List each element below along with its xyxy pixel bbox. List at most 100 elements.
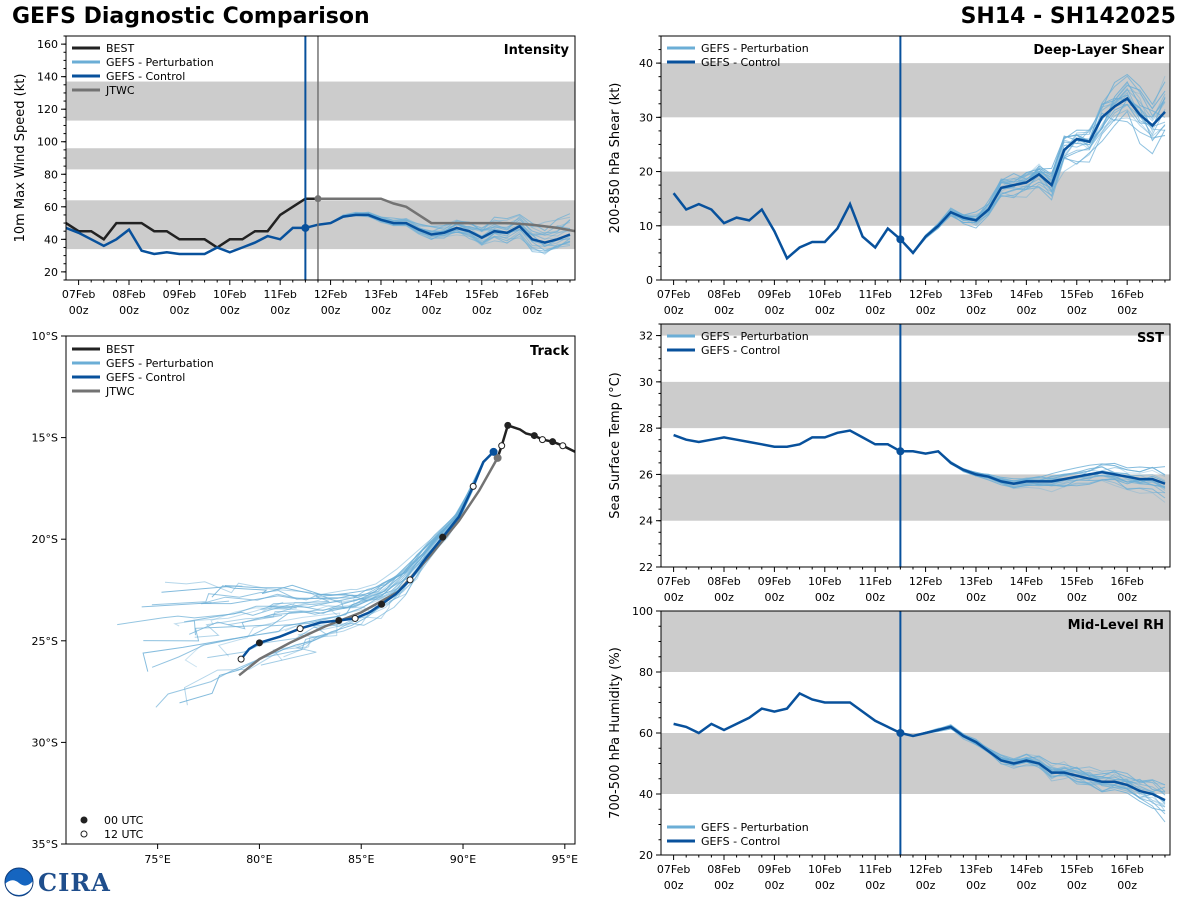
y-tick-label: 20	[44, 266, 58, 279]
x-tick-label: 08Feb	[707, 575, 740, 588]
y-tick-label: 30	[639, 111, 653, 124]
x-tick-label: 14Feb	[1010, 575, 1043, 588]
marker-legend-label: 00 UTC	[104, 814, 144, 827]
perturbation-line	[900, 119, 1166, 255]
x-tick-sublabel: 00z	[371, 304, 391, 317]
marker-legend-12	[80, 830, 88, 838]
y-tick-label: 28	[639, 422, 653, 435]
x-tick-sublabel: 00z	[765, 879, 785, 892]
x-tick-label: 14Feb	[1010, 288, 1043, 301]
plot-area	[661, 611, 1170, 823]
y-tick-label: 160	[37, 38, 58, 51]
panel-title: Deep-Layer Shear	[1033, 43, 1164, 58]
marker-legend-label: 12 UTC	[104, 828, 144, 841]
y-axis-label: 10m Max Wind Speed (kt)	[13, 74, 28, 243]
best-marker-00utc	[549, 438, 557, 446]
x-tick-label: 16Feb	[1110, 288, 1143, 301]
legend-label: GEFS - Perturbation	[106, 357, 214, 370]
control-line	[672, 96, 1166, 261]
y-tick-label: 24	[639, 515, 653, 528]
control-marker-00utc	[335, 616, 343, 624]
perturbation-line	[305, 212, 571, 233]
x-tick-sublabel: 00z	[1016, 591, 1036, 604]
perturbation-track	[272, 451, 494, 661]
best-marker-00utc	[504, 421, 512, 429]
perturbation-track	[184, 451, 494, 668]
x-tick-label: 11Feb	[858, 863, 891, 876]
figure-title: GEFS Diagnostic Comparison	[12, 4, 370, 29]
x-tick-label: 80°E	[246, 853, 272, 866]
x-tick-sublabel: 00z	[865, 304, 885, 317]
panel-rh: 20 40 60 80 100 07Feb 00z 08Feb 00z 09Feb 00z 10Feb…	[608, 605, 1171, 892]
best-marker-12utc	[559, 442, 567, 450]
x-tick-label: 15Feb	[1060, 575, 1093, 588]
legend-label: GEFS - Perturbation	[701, 42, 809, 55]
y-tick-label: 20°S	[32, 533, 58, 546]
perturbation-track	[161, 451, 494, 596]
x-tick-sublabel: 00z	[1117, 879, 1137, 892]
y-tick-label: 100	[632, 605, 653, 618]
y-tick-label: 35°S	[32, 838, 58, 851]
y-tick-label: 40	[639, 57, 653, 70]
x-tick-label: 08Feb	[707, 288, 740, 301]
x-tick-sublabel: 00z	[966, 879, 986, 892]
y-tick-label: 20	[639, 166, 653, 179]
control-marker-12utc	[351, 614, 359, 622]
legend-label: JTWC	[105, 84, 135, 97]
axes-frame	[65, 335, 576, 845]
x-tick-sublabel: 00z	[916, 591, 936, 604]
control-start-marker	[489, 447, 498, 456]
cira-logo: CIRA	[4, 866, 111, 898]
x-tick-sublabel: 00z	[522, 304, 542, 317]
legend-label: GEFS - Control	[701, 344, 780, 357]
legend-label: GEFS - Control	[106, 70, 185, 83]
y-tick-label: 140	[37, 71, 58, 84]
x-tick-sublabel: 00z	[664, 304, 684, 317]
x-tick-sublabel: 00z	[119, 304, 139, 317]
x-tick-label: 07Feb	[657, 575, 690, 588]
x-tick-label: 90°E	[450, 853, 476, 866]
threshold-band	[661, 381, 1170, 429]
legend-label: GEFS - Perturbation	[701, 330, 809, 343]
threshold-band	[66, 148, 575, 170]
threshold-band	[661, 171, 1170, 226]
x-tick-label: 13Feb	[959, 575, 992, 588]
storm-id: SH14 - SH142025	[960, 4, 1176, 29]
perturbation-track	[267, 451, 494, 609]
legend-label: BEST	[106, 42, 134, 55]
x-tick-sublabel: 00z	[321, 304, 341, 317]
x-tick-sublabel: 00z	[714, 879, 734, 892]
x-tick-sublabel: 00z	[916, 304, 936, 317]
x-tick-sublabel: 00z	[815, 591, 835, 604]
plot-area	[661, 63, 1170, 261]
threshold-band	[661, 324, 1170, 336]
best-marker-00utc	[530, 432, 538, 440]
best-track	[496, 423, 575, 459]
y-tick-label: 20	[639, 849, 653, 862]
x-tick-label: 07Feb	[62, 288, 95, 301]
x-tick-label: 11Feb	[263, 288, 296, 301]
x-tick-sublabel: 00z	[966, 304, 986, 317]
panel-sst: 22 24 26 28 30 32 07Feb 00z 08Feb 00z 09Feb 00z 10Fe…	[608, 323, 1171, 604]
y-tick-label: 80	[44, 168, 58, 181]
control-marker-12utc	[469, 482, 477, 490]
x-tick-sublabel: 00z	[220, 304, 240, 317]
y-tick-label: 0	[646, 274, 653, 287]
x-tick-sublabel: 00z	[714, 304, 734, 317]
y-tick-label: 10°S	[32, 330, 58, 343]
perturbation-track	[260, 451, 494, 666]
perturbation-track	[210, 451, 494, 626]
x-tick-sublabel: 00z	[1067, 879, 1087, 892]
perturbation-track	[200, 451, 494, 605]
x-tick-label: 14Feb	[415, 288, 448, 301]
x-tick-label: 09Feb	[758, 863, 791, 876]
control-marker-00utc	[439, 533, 447, 541]
y-tick-label: 32	[639, 330, 653, 343]
perturbation-track	[207, 451, 494, 659]
x-tick-label: 15Feb	[1060, 288, 1093, 301]
x-tick-sublabel: 00z	[714, 591, 734, 604]
x-tick-label: 95°E	[552, 853, 578, 866]
y-tick-label: 80	[639, 666, 653, 679]
x-tick-sublabel: 00z	[69, 304, 89, 317]
x-tick-label: 12Feb	[909, 575, 942, 588]
